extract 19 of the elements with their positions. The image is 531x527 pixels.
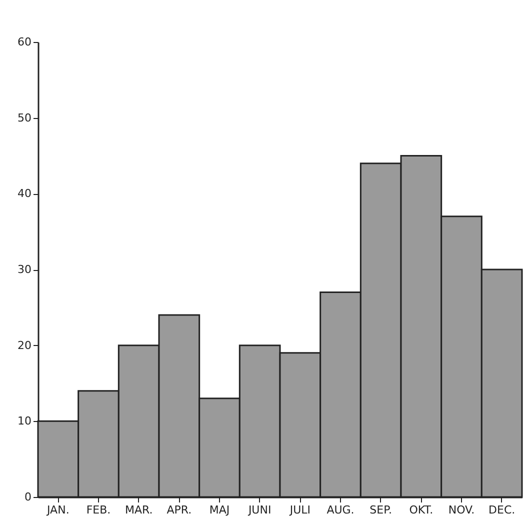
x-tick-label: AUG. [326, 504, 354, 516]
x-tick-label: MAJ [209, 504, 230, 516]
x-tick-label: APR. [166, 504, 192, 516]
x-tick-label: SEP. [370, 504, 392, 516]
y-tick-label: 10 [18, 414, 32, 428]
y-tick-label: 40 [18, 187, 32, 200]
x-tick-label: OKT. [409, 504, 434, 516]
x-tick-label: NOV. [448, 504, 475, 516]
y-tick-label: 50 [18, 111, 32, 124]
x-tick-label: MAR. [124, 504, 153, 516]
y-tick-label: 0 [24, 490, 32, 504]
x-tick-label: JUNI [247, 504, 272, 516]
y-tick-label: 30 [18, 263, 32, 276]
x-tick-label: JULI [288, 504, 311, 516]
x-tick-label: DEC. [488, 504, 516, 516]
y-tick-label: 60 [18, 36, 32, 48]
y-tick-label: 20 [18, 338, 32, 352]
x-tick-label: FEB. [86, 504, 111, 516]
x-tick-label: JAN. [46, 504, 70, 516]
